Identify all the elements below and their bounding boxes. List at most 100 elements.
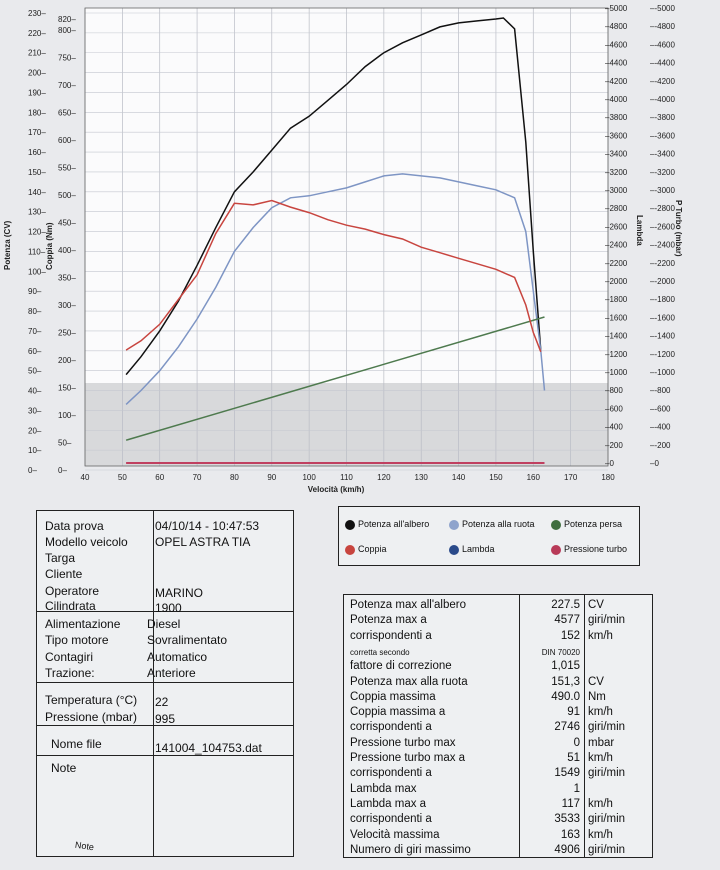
temperatura-value: 22 <box>155 695 169 709</box>
potenza-tick-label: 100– <box>28 267 46 276</box>
series-line-2 <box>125 316 545 441</box>
result-label: Numero di giri massimo <box>350 843 471 856</box>
lambda-tick-label: –5000 <box>605 4 628 13</box>
result-value: 163 <box>560 828 580 841</box>
coppia-tick-label: 700– <box>58 81 76 90</box>
lambda-tick-label: –4600 <box>605 40 628 49</box>
potenza-tick-label: 50– <box>28 367 42 376</box>
coppia-tick-label: 100– <box>58 411 76 420</box>
contagiri-value: Automatico <box>147 650 208 664</box>
pturbo-tick-label: –-2200 <box>650 259 675 268</box>
lambda-tick-label: –3600 <box>605 131 628 140</box>
result-label: corrispondenti a <box>350 813 432 826</box>
lambda-tick-label: –600 <box>605 404 623 413</box>
lambda-tick-label: –1200 <box>605 350 628 359</box>
result-value: 3533 <box>554 813 580 826</box>
pturbo-tick-label: –-4000 <box>650 95 675 104</box>
result-unit: giri/min <box>588 813 626 826</box>
result-label: Coppia massima <box>350 690 436 703</box>
ticks: 40 50 60 70 80 90 100 110 120 130 140 150 160 170 180 0… <box>28 4 675 482</box>
trazione-label: Trazione: <box>45 666 95 680</box>
result-unit: km/h <box>588 706 613 719</box>
result-value: 4577 <box>554 614 580 627</box>
lambda-tick-label: –800 <box>605 386 623 395</box>
result-value: 151,3 <box>551 675 580 688</box>
lambda-tick-label: –4200 <box>605 77 628 86</box>
result-unit: CV <box>588 599 604 611</box>
coppia-tick-label: 550– <box>58 164 76 173</box>
lambda-tick-label: –1800 <box>605 295 628 304</box>
pturbo-tick-label: –-2400 <box>650 241 675 250</box>
result-unit: giri/min <box>588 614 626 627</box>
result-value: 1549 <box>554 767 580 780</box>
x-axis-label: Velocità (km/h) <box>308 485 365 494</box>
result-unit: giri/min <box>588 843 626 856</box>
pturbo-tick-label: –-400 <box>650 423 671 432</box>
legend-lambda: Lambda <box>449 544 495 555</box>
result-unit: km/h <box>588 797 613 810</box>
result-value: DIN 70020 <box>541 647 580 657</box>
data-prova-value: 04/10/14 - 10:47:53 <box>155 519 260 533</box>
lambda-tick-label: –2800 <box>605 204 628 213</box>
result-value: 1,015 <box>551 660 580 673</box>
legend-potenza-persa: Potenza persa <box>551 519 622 530</box>
x-tick-label: 160 <box>527 473 541 482</box>
coppia-tick-label: 800– <box>58 26 76 35</box>
series-line-3 <box>125 199 542 353</box>
coppia-tick-label: 650– <box>58 109 76 118</box>
x-tick-label: 140 <box>452 473 466 482</box>
result-label: Lambda max <box>350 782 417 795</box>
lambda-tick-label: –2400 <box>605 241 628 250</box>
lambda-tick-label: –3200 <box>605 168 628 177</box>
data-prova-label: Data prova <box>45 519 104 533</box>
lambda-tick-label: –3400 <box>605 150 628 159</box>
alimentazione-value: Diesel <box>147 617 181 631</box>
coppia-tick-label: 300– <box>58 301 76 310</box>
lambda-tick-label: –200 <box>605 441 623 450</box>
potenza-tick-label: 140– <box>28 188 46 197</box>
result-unit: km/h <box>588 828 613 841</box>
result-label: Lambda max a <box>350 797 427 810</box>
result-value: 117 <box>561 797 580 810</box>
coppia-tick-label: 250– <box>58 329 76 338</box>
lambda-tick-label: –1600 <box>605 313 628 322</box>
x-tick-label: 50 <box>118 473 127 482</box>
potenza-tick-label: 160– <box>28 148 46 157</box>
result-label: Potenza max a <box>350 614 427 627</box>
operatore-label: Operatore <box>45 584 100 598</box>
series-line-0 <box>125 17 542 376</box>
pressione-label: Pressione (mbar) <box>45 710 138 724</box>
lambda-tick-label: –2200 <box>605 259 628 268</box>
pturbo-tick-label: –-3800 <box>650 113 675 122</box>
pturbo-tick-label: –-4200 <box>650 77 675 86</box>
coppia-tick-label: 350– <box>58 274 76 283</box>
lambda-tick-label: –400 <box>605 423 623 432</box>
pturbo-tick-label: –-1000 <box>650 368 675 377</box>
nome-file-value: 141004_104753.dat <box>155 741 262 755</box>
lambda-tick-label: –4000 <box>605 95 628 104</box>
legend: Potenza all'albero Potenza alla ruota Po… <box>338 506 640 566</box>
results-box: Potenza max all'albero 227.5 CV Potenza max… <box>343 594 653 858</box>
result-label: Coppia massima a <box>350 706 446 719</box>
modello-value: OPEL ASTRA TIA <box>155 535 251 549</box>
pturbo-axis-label: P Turbo (mbar) <box>674 200 683 257</box>
result-label: Pressione turbo max <box>350 736 456 749</box>
potenza-tick-label: 200– <box>28 69 46 78</box>
potenza-axis-label: Potenza (CV) <box>3 220 12 270</box>
potenza-tick-label: 60– <box>28 347 42 356</box>
x-tick-label: 110 <box>340 473 353 482</box>
plot-frame <box>84 7 609 467</box>
lambda-tick-label: –2600 <box>605 222 628 231</box>
lambda-axis-label: Lambda <box>635 215 644 246</box>
cliente-label: Cliente <box>45 567 83 581</box>
potenza-tick-label: 190– <box>28 88 46 97</box>
legend-potenza-albero: Potenza all'albero <box>345 519 429 530</box>
pturbo-tick-label: –-2600 <box>650 222 675 231</box>
result-value: 91 <box>567 706 580 719</box>
pturbo-tick-label: –-1200 <box>650 350 675 359</box>
curves <box>125 17 546 464</box>
coppia-tick-label: 450– <box>58 219 76 228</box>
legend-potenza-ruota: Potenza alla ruota <box>449 519 535 530</box>
pturbo-tick-label: –-600 <box>650 404 671 413</box>
coppia-tick-label: 400– <box>58 246 76 255</box>
